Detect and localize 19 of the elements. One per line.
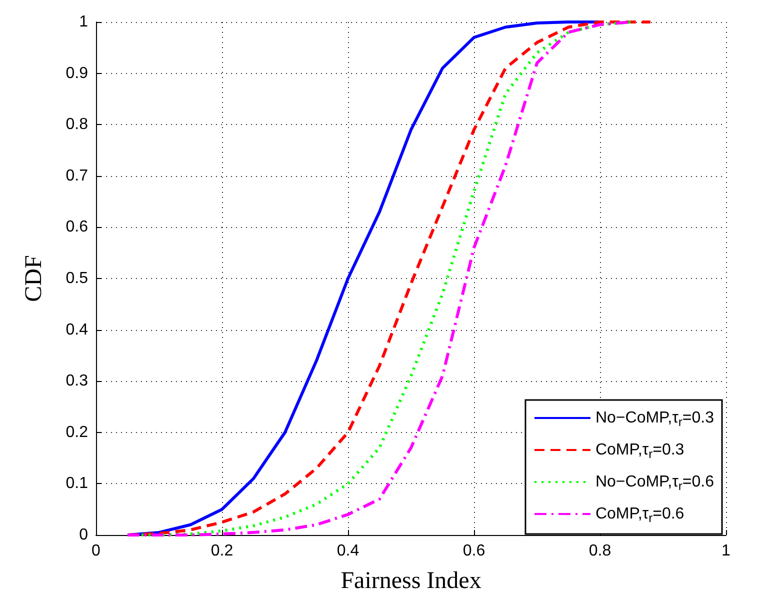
x-tick-label: 0.4 (336, 542, 360, 560)
x-tick-label: 0.2 (210, 542, 234, 560)
y-tick-label: 0.8 (66, 116, 88, 134)
y-axis-title: CDF (21, 255, 47, 302)
y-tick-label: 0.5 (66, 270, 88, 287)
y-tick-label: 0.1 (66, 475, 88, 492)
y-tick-label: 0.3 (66, 372, 88, 390)
y-tick-label: 0.9 (66, 64, 88, 82)
y-tick-label: 0.6 (66, 218, 88, 236)
y-tick-label: 0.2 (66, 424, 88, 441)
x-tick-label: 0.6 (462, 542, 486, 560)
y-tick-label: 0.4 (66, 321, 88, 338)
x-axis-title: Fairness Index (340, 568, 482, 594)
y-tick-label: 0 (79, 526, 88, 544)
x-tick-label: 0.8 (588, 542, 612, 560)
y-tick-label: 1 (79, 14, 88, 30)
y-tick-label: 0.7 (66, 167, 88, 184)
x-tick-label: 0 (92, 542, 101, 560)
x-tick-label: 1 (722, 542, 731, 560)
